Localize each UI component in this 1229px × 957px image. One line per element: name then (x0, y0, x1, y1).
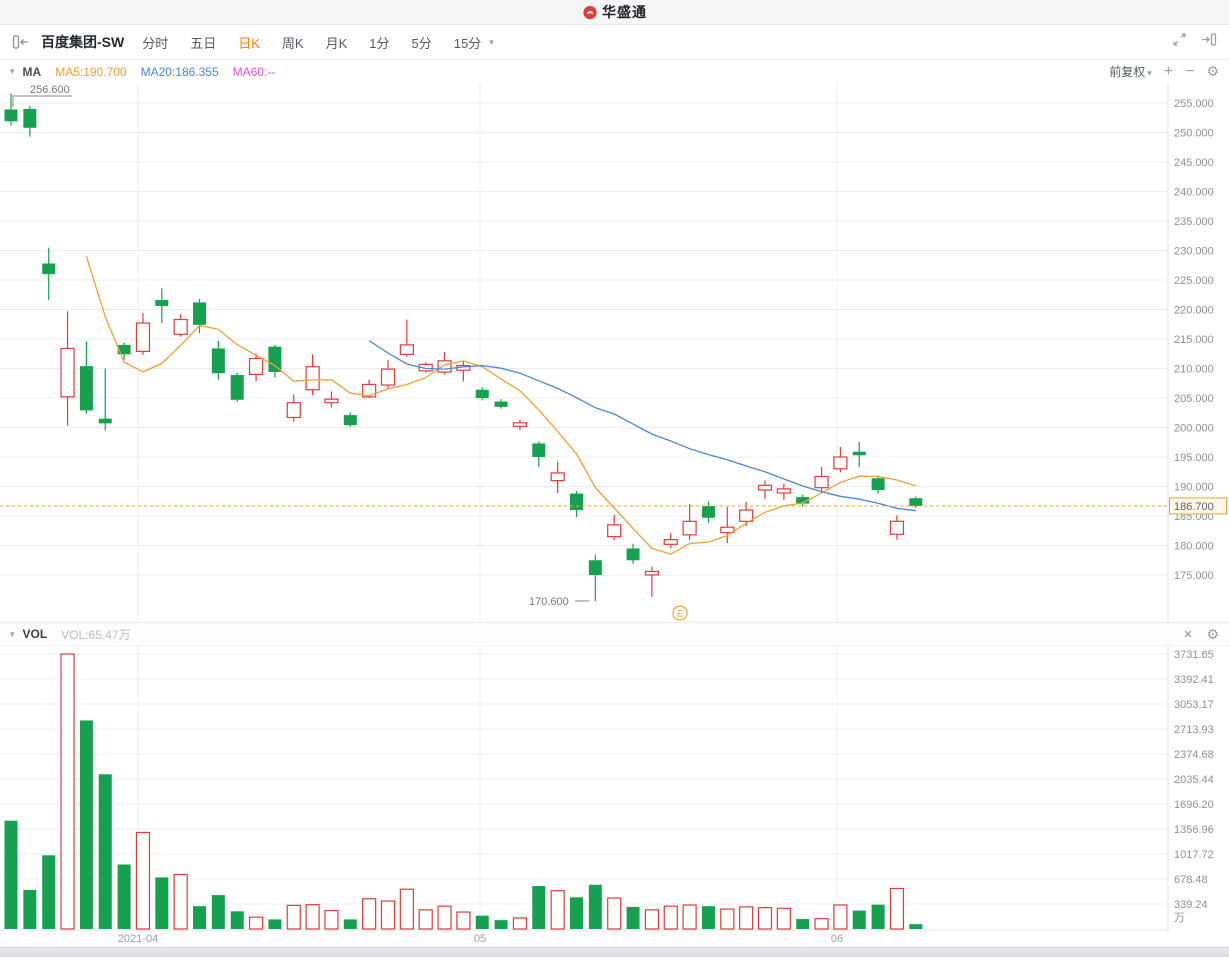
app-header: 华盛通 (0, 0, 1229, 25)
svg-text:1356.96: 1356.96 (1174, 824, 1214, 836)
tab-1分[interactable]: 1分 (369, 35, 390, 51)
svg-text:1696.20: 1696.20 (1174, 799, 1214, 811)
svg-text:230.000: 230.000 (1174, 246, 1214, 258)
svg-text:205.000: 205.000 (1174, 393, 1214, 405)
svg-text:235.000: 235.000 (1174, 216, 1214, 228)
svg-text:339.24: 339.24 (1174, 899, 1208, 911)
svg-text:250.000: 250.000 (1174, 128, 1214, 140)
ma5-value: MA5:190.700 (55, 64, 127, 79)
flame-logo-icon (583, 5, 597, 20)
svg-text:万: 万 (1174, 912, 1185, 924)
svg-text:3731.65: 3731.65 (1174, 649, 1214, 661)
time-axis: 2021-04 05 06 (0, 932, 1229, 947)
svg-text:678.48: 678.48 (1174, 874, 1208, 886)
brand-name: 华盛通 (602, 4, 647, 20)
svg-text:256.600: 256.600 (30, 84, 70, 96)
svg-text:225.000: 225.000 (1174, 275, 1214, 287)
chart-toolbar: 百度集团-SW 分时 五日 日K 周K 月K 1分 5分 15分 ▾ (0, 25, 1229, 60)
indicator-bar: ▾ MA MA5:190.700 MA20:186.355 MA60:-- 前复… (0, 60, 1229, 83)
svg-text:240.000: 240.000 (1174, 187, 1214, 199)
more-periods-caret-icon[interactable]: ▾ (489, 36, 494, 47)
time-axis-label: 06 (830, 933, 844, 945)
fullscreen-icon[interactable] (1172, 32, 1187, 52)
ma60-value: MA60:-- (232, 64, 276, 79)
tab-月K[interactable]: 月K (325, 35, 348, 51)
volume-settings-icon[interactable]: ⚙ (1206, 625, 1219, 642)
svg-text:3392.41: 3392.41 (1174, 674, 1214, 686)
svg-text:170.600: 170.600 (529, 596, 569, 608)
adjust-caret-icon: ▾ (1147, 68, 1152, 78)
svg-text:180.000: 180.000 (1174, 541, 1214, 553)
candlestick-chart[interactable]: 255.000 250.000 245.000 240.000 235.000 230.0… (0, 83, 1229, 622)
tab-15分[interactable]: 15分 (453, 35, 482, 51)
dock-right-icon[interactable] (1201, 32, 1217, 52)
svg-text:195.000: 195.000 (1174, 452, 1214, 464)
svg-text:200.000: 200.000 (1174, 423, 1214, 435)
chart-scrollbar[interactable] (0, 947, 1229, 957)
svg-text:210.000: 210.000 (1174, 364, 1214, 376)
stock-symbol[interactable]: 百度集团-SW (41, 34, 125, 50)
time-axis-label: 05 (473, 933, 487, 945)
volume-header: ▾ VOL VOL:65.47万 × ⚙ (0, 622, 1229, 646)
tab-周K[interactable]: 周K (281, 35, 304, 51)
tab-日K[interactable]: 日K (238, 35, 260, 51)
svg-text:190.000: 190.000 (1174, 482, 1214, 494)
svg-text:3053.17: 3053.17 (1174, 699, 1214, 711)
svg-text:186.700: 186.700 (1174, 501, 1214, 513)
chart-settings-icon[interactable]: ⚙ (1206, 63, 1219, 79)
ma20-value: MA20:186.355 (140, 64, 219, 79)
tab-5分[interactable]: 5分 (411, 35, 432, 51)
brand: 华盛通 (582, 2, 647, 22)
vol-current-value: VOL:65.47万 (61, 627, 131, 642)
tab-分时[interactable]: 分时 (142, 35, 169, 51)
svg-text:215.000: 215.000 (1174, 334, 1214, 346)
svg-text:245.000: 245.000 (1174, 157, 1214, 169)
svg-text:2713.93: 2713.93 (1174, 724, 1214, 736)
svg-text:E: E (677, 609, 683, 619)
collapse-ma-icon[interactable]: ▾ (10, 66, 15, 76)
ma-indicator-label[interactable]: MA (22, 64, 42, 79)
collapse-panel-icon[interactable] (12, 34, 29, 50)
svg-text:255.000: 255.000 (1174, 98, 1214, 110)
time-axis-label: 2021-04 (117, 933, 159, 945)
volume-chart[interactable]: 3731.65 3392.41 3053.17 2713.93 2374.68 2035.… (0, 646, 1229, 932)
vol-indicator-label[interactable]: VOL (22, 627, 48, 641)
svg-text:220.000: 220.000 (1174, 305, 1214, 317)
tab-五日[interactable]: 五日 (190, 35, 217, 51)
svg-text:2035.44: 2035.44 (1174, 774, 1214, 786)
close-volume-icon[interactable]: × (1183, 625, 1193, 643)
adjust-mode-dropdown[interactable]: 前复权 ▾ (1109, 65, 1152, 79)
svg-text:175.000: 175.000 (1174, 570, 1214, 582)
svg-text:1017.72: 1017.72 (1174, 849, 1214, 861)
period-tabs: 分时 五日 日K 周K 月K 1分 5分 15分 (142, 33, 481, 52)
collapse-vol-icon[interactable]: ▾ (10, 628, 15, 639)
zoom-in-button[interactable]: + (1163, 62, 1174, 80)
svg-text:2374.68: 2374.68 (1174, 749, 1214, 761)
zoom-out-button[interactable]: − (1185, 62, 1195, 80)
